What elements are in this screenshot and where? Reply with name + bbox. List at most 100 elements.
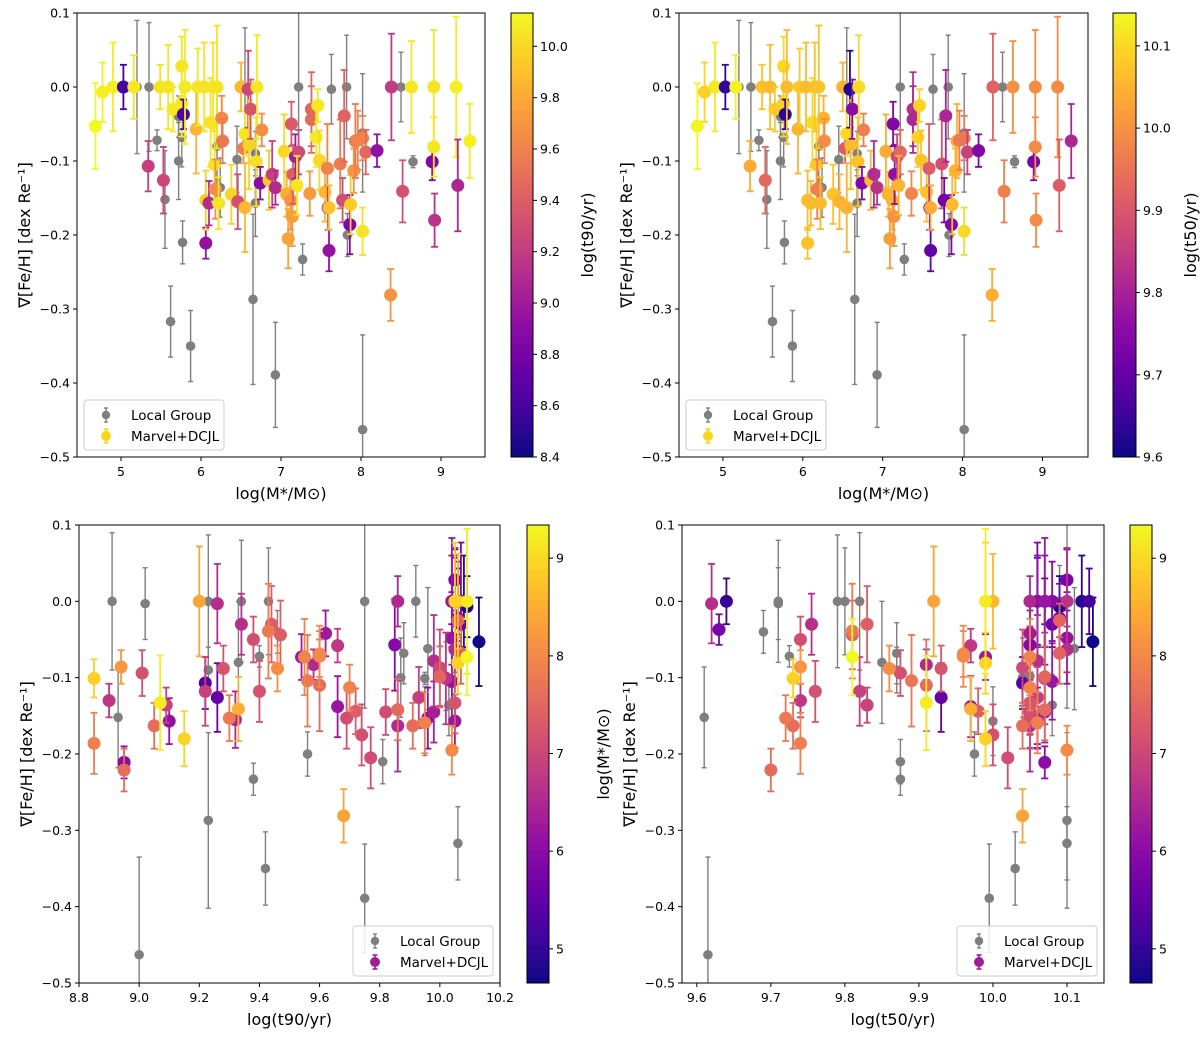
marker [322, 201, 336, 215]
y-tick-label: −0.5 [642, 450, 672, 465]
legend-marker [370, 936, 380, 946]
marvel-dcjl-point [1028, 116, 1042, 178]
y-tick-label: −0.4 [42, 899, 72, 914]
marker [463, 134, 477, 148]
y-tick-label: −0.4 [40, 376, 70, 391]
legend-box [685, 399, 827, 451]
marker [1038, 755, 1052, 769]
marker [1016, 719, 1030, 733]
marvel-dcjl-point [252, 659, 266, 723]
legend-marker [370, 957, 380, 967]
marker [445, 743, 459, 757]
marvel-dcjl-point [114, 649, 128, 685]
marker [344, 198, 358, 212]
legend-entry-marvel-dcjl: Marvel+DCJL [370, 954, 489, 971]
colorbar-tick-label: 9.0 [540, 296, 560, 311]
marvel-dcjl-point [388, 598, 402, 692]
marvel-dcjl-point [153, 654, 167, 752]
marker [812, 80, 826, 94]
legend-label: Marvel+DCJL [400, 955, 489, 971]
marker [340, 711, 354, 725]
marker [203, 596, 214, 607]
marker [912, 99, 926, 112]
marker [176, 107, 190, 121]
marker [355, 728, 369, 742]
marvel-dcjl-point [893, 649, 907, 697]
marker [87, 736, 101, 750]
legend-marker [101, 431, 111, 441]
y-tick-label: −0.3 [645, 823, 675, 838]
legend-marker [974, 957, 984, 967]
marker [277, 144, 291, 158]
marker [423, 643, 433, 654]
marker [337, 809, 351, 823]
marker [270, 370, 281, 380]
marker [359, 596, 370, 607]
marker [12, 595, 25, 608]
marker [754, 135, 764, 146]
marker [1028, 80, 1042, 94]
marvel-dcjl-point [303, 170, 317, 217]
x-tick-label: 9.8 [835, 990, 855, 1005]
local-group-point [160, 149, 170, 250]
marker [928, 84, 938, 95]
y-tick-label: 0.1 [655, 518, 675, 533]
marker [804, 196, 818, 210]
marvel-dcjl-point [238, 162, 252, 253]
local-group-point [969, 731, 980, 777]
marvel-dcjl-point [96, 61, 110, 123]
local-group-point [398, 622, 409, 685]
local-group-point [746, 21, 756, 153]
y-tick-label: −0.2 [645, 747, 675, 762]
marvel-dcjl-point [813, 176, 827, 230]
marvel-dcjl-point [212, 176, 226, 230]
marvel-dcjl-point [882, 644, 896, 693]
local-group-point [134, 856, 144, 983]
marker [972, 144, 986, 158]
marvel-dcjl-point [359, 129, 373, 176]
marker [905, 674, 919, 688]
marvel-dcjl-point [135, 649, 149, 697]
marker [690, 119, 704, 133]
marvel-dcjl-point [175, 69, 189, 138]
local-group-point [877, 600, 887, 725]
marker [764, 763, 778, 777]
axes-frame [78, 524, 501, 984]
local-group-point [359, 525, 370, 709]
plot-area [88, 13, 477, 457]
x-tick-label: 9 [437, 464, 445, 479]
marker [787, 341, 798, 351]
marker [144, 82, 154, 92]
marvel-dcjl-point [198, 656, 212, 727]
marvel-dcjl-point [1029, 192, 1043, 248]
marvel-dcjl-point [905, 634, 919, 728]
marvel-dcjl-point [791, 83, 805, 175]
marvel-dcjl-point [344, 174, 358, 236]
marker [216, 662, 230, 676]
marker [427, 705, 441, 719]
marker [1028, 140, 1042, 154]
marker [102, 694, 116, 708]
marker [451, 178, 465, 192]
marker [924, 201, 938, 215]
marvel-dcjl-point [451, 138, 465, 233]
marvel-dcjl-point [161, 43, 175, 131]
marker [758, 173, 772, 187]
x-tick-label: 5 [117, 464, 125, 479]
marker [927, 594, 941, 608]
marvel-dcjl-point [270, 644, 284, 693]
marker [425, 155, 439, 169]
marvel-dcjl-point [177, 710, 191, 768]
marker [320, 161, 334, 175]
marvel-dcjl-point [985, 268, 999, 322]
marker [343, 681, 357, 695]
marker [911, 130, 925, 144]
marker [273, 628, 287, 642]
marker [199, 236, 213, 250]
marker [252, 684, 266, 698]
marvel-dcjl-point [189, 83, 203, 175]
marker [1082, 594, 1096, 608]
marvel-dcjl-point [886, 100, 900, 148]
marker [349, 704, 363, 718]
marker [1030, 716, 1044, 730]
